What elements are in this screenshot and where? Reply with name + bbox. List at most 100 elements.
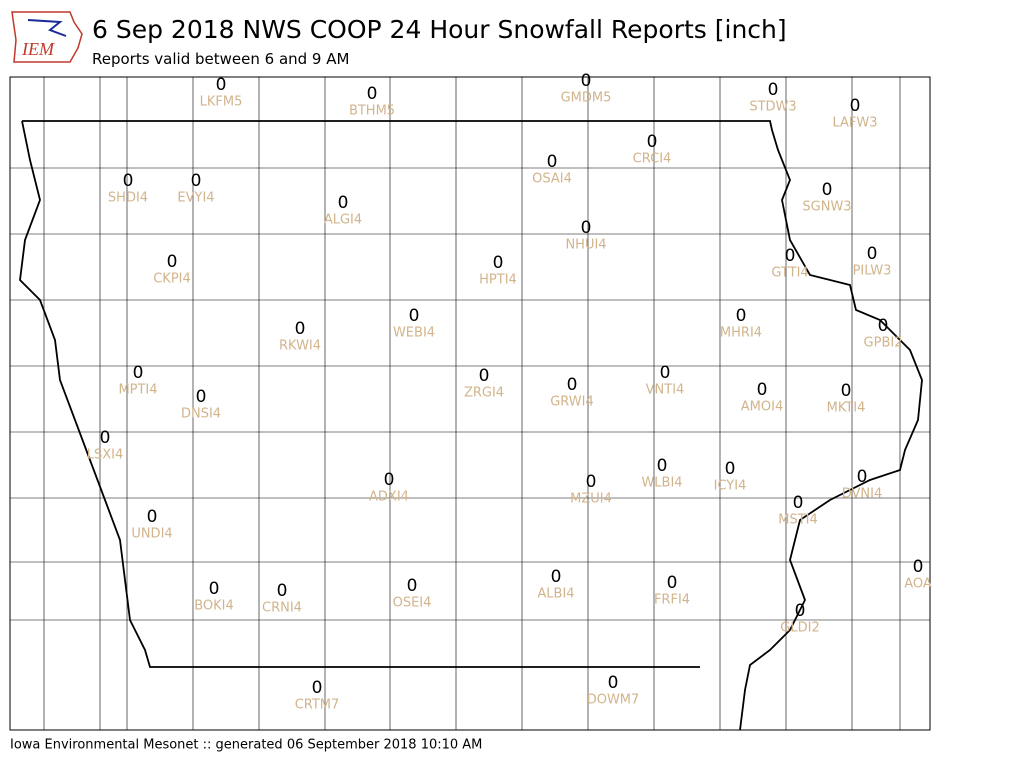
station-id: CKPI4 (153, 272, 191, 287)
station-value: 0 (822, 180, 833, 200)
station-value: 0 (841, 381, 852, 401)
station-value: 0 (913, 557, 924, 577)
station-value: 0 (581, 71, 592, 91)
station-id: SHDI4 (108, 191, 148, 206)
station-value: 0 (736, 306, 747, 326)
logo-outline (11, 11, 83, 63)
station-value: 0 (657, 456, 668, 476)
station-value: 0 (216, 75, 227, 95)
station-id: GRWI4 (550, 395, 594, 410)
station-value: 0 (793, 493, 804, 513)
station-id: BOKI4 (194, 599, 234, 614)
station-value: 0 (547, 152, 558, 172)
subtitle: Reports valid between 6 and 9 AM (92, 50, 349, 68)
station-id: LKFM5 (200, 95, 243, 110)
station-id: AOA (904, 577, 932, 592)
station-value: 0 (167, 252, 178, 272)
station-value: 0 (608, 673, 619, 693)
station-value: 0 (100, 428, 111, 448)
station-value: 0 (586, 472, 597, 492)
state-border (19, 120, 923, 731)
station-value: 0 (667, 573, 678, 593)
logo-text: IEM (21, 39, 55, 59)
logo: IEM (11, 11, 83, 63)
station-value: 0 (191, 171, 202, 191)
station-id: RKWI4 (279, 339, 321, 354)
station-id: GPBI2 (864, 336, 903, 351)
footer: Iowa Environmental Mesonet :: generated … (10, 738, 482, 753)
station-id: ICYI4 (714, 479, 747, 494)
station-id: GLDI2 (780, 621, 819, 636)
station-value: 0 (850, 96, 861, 116)
station-value: 0 (409, 306, 420, 326)
station-id: BTHM5 (349, 104, 395, 119)
station-value: 0 (367, 84, 378, 104)
station-id: MPTI4 (118, 383, 157, 398)
station-id: MKTI4 (827, 401, 866, 416)
station-id: CRNI4 (262, 601, 302, 616)
station-id: FRFI4 (654, 593, 690, 608)
station-id: CRCI4 (633, 152, 672, 167)
station-id: EVYI4 (177, 191, 214, 206)
station-value: 0 (338, 193, 349, 213)
station-id: ZRGI4 (464, 386, 504, 401)
station-id: ALBI4 (537, 587, 574, 602)
station-id: SGNW3 (802, 200, 851, 215)
station-id: NHUI4 (565, 238, 606, 253)
station-id: STDW3 (749, 100, 796, 115)
station-id: VNTI4 (646, 383, 685, 398)
station-value: 0 (647, 132, 658, 152)
station-id: LSXI4 (87, 448, 124, 463)
station-value: 0 (757, 380, 768, 400)
station-value: 0 (867, 244, 878, 264)
station-id: PILW3 (853, 264, 892, 279)
station-id: GTTI4 (771, 266, 808, 281)
station-value: 0 (551, 567, 562, 587)
station-value: 0 (567, 375, 578, 395)
station-id: HPTI4 (479, 273, 517, 288)
station-value: 0 (277, 581, 288, 601)
station-value: 0 (384, 470, 395, 490)
station-value: 0 (857, 467, 868, 487)
station-id: OSEI4 (393, 596, 432, 611)
title: 6 Sep 2018 NWS COOP 24 Hour Snowfall Rep… (92, 15, 787, 44)
station-id: OSAI4 (532, 172, 572, 187)
station-id: ADXI4 (369, 490, 409, 505)
station-value: 0 (209, 579, 220, 599)
county-lines (10, 77, 930, 730)
station-id: DNSI4 (181, 407, 221, 422)
station-id: LAFW3 (832, 116, 877, 131)
map-frame (9, 76, 931, 731)
station-value: 0 (147, 507, 158, 527)
station-id: DOWM7 (587, 693, 640, 708)
station-value: 0 (196, 387, 207, 407)
station-value: 0 (295, 319, 306, 339)
station-value: 0 (493, 253, 504, 273)
station-value: 0 (660, 363, 671, 383)
station-id: DVNI4 (842, 487, 883, 502)
station-id: WLBI4 (641, 476, 682, 491)
station-value: 0 (785, 246, 796, 266)
station-id: UNDI4 (131, 527, 172, 542)
station-value: 0 (479, 366, 490, 386)
station-id: AMOI4 (741, 400, 783, 415)
station-value: 0 (878, 316, 889, 336)
station-id: GMDM5 (561, 91, 612, 106)
station-value: 0 (768, 80, 779, 100)
station-value: 0 (312, 678, 323, 698)
station-id: CRTM7 (295, 698, 340, 713)
station-id: MSTI4 (778, 513, 818, 528)
station-id: MHRI4 (720, 326, 762, 341)
logo-mark (27, 19, 67, 37)
station-id: ALGI4 (324, 213, 362, 228)
station-id: MZUI4 (570, 492, 612, 507)
station-value: 0 (795, 601, 806, 621)
station-value: 0 (581, 218, 592, 238)
station-value: 0 (725, 459, 736, 479)
station-value: 0 (123, 171, 134, 191)
station-value: 0 (133, 363, 144, 383)
station-value: 0 (407, 576, 418, 596)
station-id: WEBI4 (393, 326, 435, 341)
